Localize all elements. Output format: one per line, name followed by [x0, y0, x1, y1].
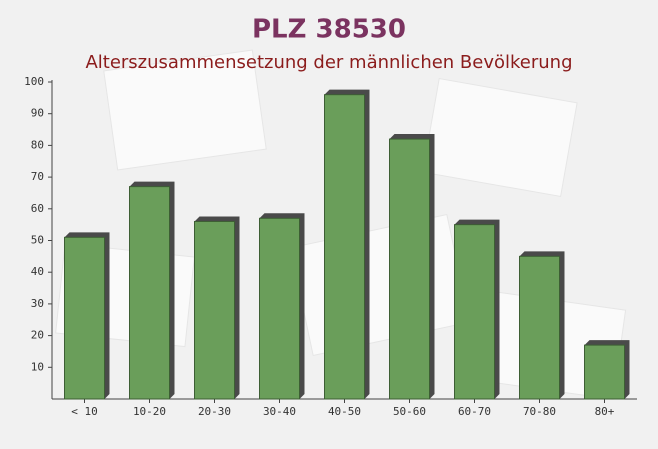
- y-tick-label: 10: [31, 360, 44, 373]
- y-tick-label: 70: [31, 170, 44, 183]
- x-tick-label: < 10: [71, 405, 98, 418]
- bar: [389, 138, 430, 400]
- bar: [259, 217, 300, 400]
- y-tick-label: 50: [31, 234, 44, 247]
- bar: [194, 220, 235, 400]
- y-tick-label: 80: [31, 138, 44, 151]
- x-tick-label: 70-80: [523, 405, 556, 418]
- bar: [64, 236, 105, 400]
- x-tick-label: 40-50: [328, 405, 361, 418]
- x-tick-label: 10-20: [133, 405, 166, 418]
- y-tick-label: 30: [31, 297, 44, 310]
- bar: [129, 186, 170, 400]
- x-tick-label: 20-30: [198, 405, 231, 418]
- y-tick-label: 100: [24, 75, 44, 88]
- x-tick-label: 80+: [595, 405, 615, 418]
- chart-subtitle: Alterszusammensetzung der männlichen Bev…: [85, 52, 572, 73]
- bar: [584, 344, 625, 400]
- chart-title: PLZ 38530: [252, 15, 406, 45]
- bar: [519, 255, 560, 400]
- bar: [324, 94, 365, 400]
- y-tick-label: 40: [31, 265, 44, 278]
- x-tick-label: 60-70: [458, 405, 491, 418]
- y-tick-label: 90: [31, 107, 44, 120]
- x-tick-label: 50-60: [393, 405, 426, 418]
- x-tick-label: 30-40: [263, 405, 296, 418]
- bar: [454, 224, 495, 400]
- y-tick-label: 20: [31, 329, 44, 342]
- y-tick-label: 60: [31, 202, 44, 215]
